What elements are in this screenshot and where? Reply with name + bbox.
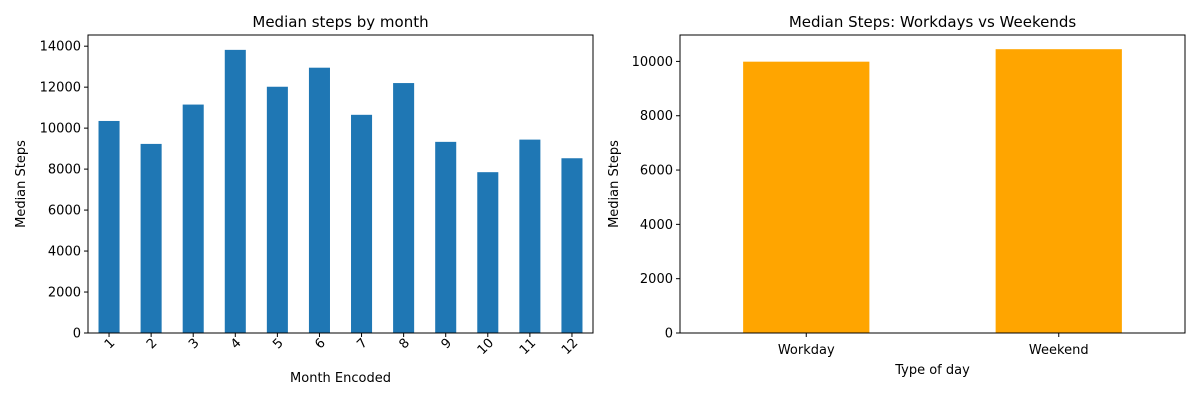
- y-tick-label: 14000: [40, 40, 81, 55]
- bar-9: [435, 141, 457, 333]
- x-tick-label: 1: [102, 336, 118, 352]
- y-tick-label: 12000: [40, 81, 81, 96]
- y-tick-label: 2000: [640, 272, 673, 287]
- x-axis-label: Month Encoded: [290, 371, 391, 386]
- bar-5: [266, 86, 288, 333]
- y-tick-group: 0 2000 4000 6000 8000 10000: [632, 55, 680, 342]
- x-tick-label: Workday: [778, 343, 835, 358]
- x-tick-label: Weekend: [1029, 343, 1089, 358]
- bar-3: [182, 104, 204, 333]
- y-tick-label: 6000: [640, 164, 673, 179]
- bar-11: [519, 139, 541, 333]
- chart-title: Median steps by month: [252, 13, 428, 31]
- x-tick-label: 4: [228, 336, 244, 352]
- y-tick-label: 2000: [48, 286, 81, 301]
- bar-group: [743, 49, 1122, 334]
- x-tick-label: 7: [354, 336, 370, 352]
- y-tick-label: 10000: [40, 122, 81, 137]
- chart-monthly: Median steps by month 0 2000 4000 6000 8000 1…: [14, 13, 594, 386]
- bar-group: [98, 49, 583, 334]
- bar-2: [140, 143, 162, 333]
- x-tick-label: 8: [396, 336, 412, 352]
- bar-Workday: [743, 61, 870, 334]
- axes-frame: [87, 34, 594, 334]
- y-tick-group: 0 2000 4000 6000 8000 10000 12000 14000: [40, 40, 88, 342]
- y-tick-label: 8000: [48, 163, 81, 178]
- axes-frame: [679, 34, 1186, 334]
- x-tick-group: Workday Weekend: [778, 333, 1089, 358]
- bar-1: [98, 120, 120, 334]
- x-tick-label: 2: [144, 336, 160, 352]
- bar-6: [308, 67, 330, 333]
- bar-8: [393, 83, 415, 333]
- y-tick-label: 0: [73, 327, 81, 342]
- bar-10: [477, 172, 499, 333]
- y-tick-label: 8000: [640, 109, 673, 124]
- bar-7: [351, 114, 373, 333]
- chart-title: Median Steps: Workdays vs Weekends: [789, 13, 1077, 31]
- bar-12: [561, 158, 583, 333]
- x-tick-label: 3: [186, 336, 202, 352]
- y-tick-label: 4000: [640, 218, 673, 233]
- y-tick-label: 10000: [632, 55, 673, 70]
- y-axis-label: Median Steps: [14, 140, 29, 228]
- y-tick-label: 6000: [48, 204, 81, 219]
- x-tick-label: 12: [559, 336, 581, 358]
- x-tick-group: 1 2 3 4 5 6 7 8 9 10 11 12: [102, 333, 581, 358]
- x-tick-label: 10: [475, 336, 497, 358]
- chart-daytype: Median Steps: Workdays vs Weekends 0 2000…: [607, 13, 1186, 378]
- x-tick-label: 9: [439, 336, 455, 352]
- y-axis-label: Median Steps: [607, 140, 622, 228]
- x-axis-label: Type of day: [894, 363, 970, 378]
- bar-Weekend: [995, 49, 1122, 333]
- x-tick-label: 6: [312, 336, 328, 352]
- x-tick-label: 5: [270, 336, 286, 352]
- y-tick-label: 4000: [48, 245, 81, 260]
- y-tick-label: 0: [665, 327, 673, 342]
- x-tick-label: 11: [517, 336, 539, 358]
- bar-4: [224, 49, 246, 334]
